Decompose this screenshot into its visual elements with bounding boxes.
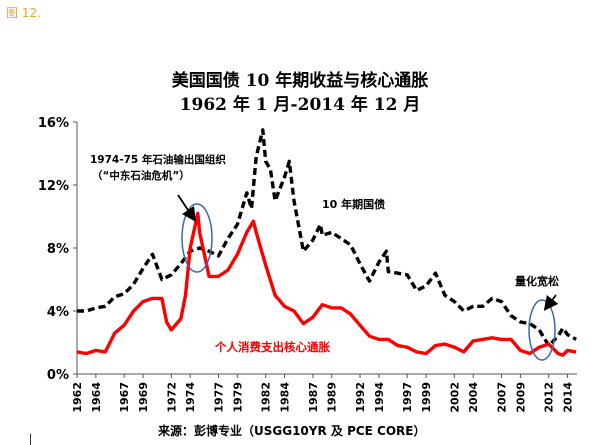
x-tick-label: 1974 — [184, 382, 197, 413]
x-tick-label: 1969 — [137, 382, 150, 413]
y-tick-label: 4% — [47, 305, 69, 320]
x-tick-label: 2004 — [467, 382, 480, 413]
x-tick-label: 2012 — [543, 382, 556, 413]
x-tick-label: 1964 — [90, 382, 103, 413]
oil-crisis-arrow — [177, 194, 196, 222]
y-tick-label: 12% — [38, 179, 69, 194]
x-tick-label: 2002 — [448, 382, 461, 413]
annotation-pce-label: 个人消费支出核心通胀 — [214, 340, 330, 354]
annotation-treasury-label: 10 年期国债 — [322, 197, 385, 211]
series-line-treasury-10y — [77, 128, 577, 348]
x-tick-label: 1989 — [326, 382, 339, 413]
x-tick-label: 1994 — [373, 382, 386, 413]
x-tick-label: 1962 — [71, 382, 84, 413]
chart-subtitle: 1962 年 1 月-2014 年 12 月 — [179, 95, 421, 115]
x-tick-label: 2009 — [514, 382, 527, 413]
chart-title: 美国国债 10 年期收益与核心通胀 — [171, 71, 429, 91]
x-tick-label: 1967 — [118, 382, 131, 413]
x-tick-label: 1972 — [165, 382, 178, 413]
x-tick-label: 1979 — [231, 382, 244, 413]
series-group — [76, 128, 577, 357]
annotation-oil-crisis-line1: 1974-75 年石油输出国组织 — [90, 153, 226, 166]
qe-ellipse — [528, 299, 556, 361]
annotation-qe-label: 量化宽松 — [515, 274, 559, 288]
x-tick-label: 2007 — [496, 382, 509, 413]
y-tick-label: 8% — [47, 242, 69, 257]
x-tick-label: 1977 — [213, 382, 226, 413]
x-tick-label: 1999 — [420, 382, 433, 413]
y-tick-label: 16% — [38, 116, 69, 131]
axes-group: 0% 4% 8% 12% 16% 1962 1964 1967 1969 1972 1974 1977… — [38, 116, 577, 413]
annotations-group: 1974-75 年石油输出国组织 （“中东石油危机”） 10 年期国债 量化宽松… — [90, 153, 559, 361]
x-tick-label: 1982 — [260, 382, 273, 413]
bottom-tick-mark — [30, 434, 31, 445]
x-tick-label: 2014 — [562, 382, 575, 413]
x-tick-label: 1992 — [354, 382, 367, 413]
annotation-oil-crisis-line2: （“中东石油危机”） — [92, 169, 190, 182]
figure-label: 图 12. — [6, 6, 41, 20]
y-tick-label: 0% — [47, 368, 69, 383]
x-tick-label: 1987 — [307, 382, 320, 413]
qe-arrow — [543, 294, 559, 311]
oil-crisis-ellipse — [181, 203, 213, 273]
series-line-core-pce — [76, 211, 577, 357]
x-tick-label: 1997 — [401, 382, 414, 413]
x-tick-label: 1984 — [279, 382, 292, 413]
source-note: 来源：彭博专业（USGG10YR 及 PCE CORE） — [158, 424, 426, 438]
